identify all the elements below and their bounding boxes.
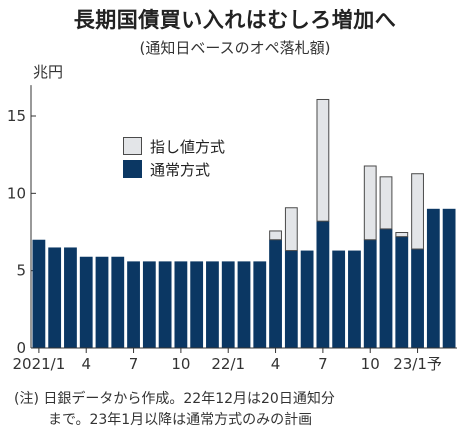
- bar-sashine: [379, 176, 393, 230]
- bar-regular: [142, 261, 156, 348]
- y-axis-label: 兆円: [33, 63, 63, 81]
- bar-regular: [316, 221, 330, 348]
- bar-regular: [32, 239, 46, 348]
- bar-regular: [174, 261, 188, 348]
- x-tick-label: 4: [271, 355, 281, 373]
- bar-regular: [426, 208, 440, 348]
- chart-subtitle: (通知日ベースのオペ落札額): [139, 39, 331, 57]
- bar-regular: [158, 261, 172, 348]
- legend-swatch-regular: [123, 160, 142, 178]
- bar-regular: [190, 261, 204, 348]
- bar-sashine: [284, 207, 298, 252]
- bar-regular: [395, 236, 409, 348]
- legend-swatch-sashine: [123, 137, 142, 155]
- bar-regular: [442, 208, 456, 348]
- x-tick-label: 7: [318, 355, 328, 373]
- bar-regular: [48, 247, 62, 348]
- y-axis: 兆円 0 5 10 15: [7, 63, 63, 357]
- x-tick-label: 23/1予: [393, 355, 442, 373]
- bar-sashine: [316, 98, 330, 222]
- bar-regular: [269, 239, 282, 348]
- bar-regular: [348, 250, 361, 348]
- bar-group: [32, 98, 456, 348]
- y-tick-label: 5: [16, 262, 26, 280]
- bar-regular: [363, 239, 377, 348]
- x-tick-label: 10: [361, 355, 380, 373]
- bar-regular: [64, 247, 77, 348]
- bar-regular: [206, 261, 219, 348]
- x-tick-label: 10: [171, 355, 190, 373]
- bar-sashine: [269, 230, 282, 241]
- bar-regular: [253, 261, 267, 348]
- y-tick-label: 10: [7, 184, 26, 202]
- x-tick-label: 2021/1: [12, 355, 65, 373]
- legend-label-sashine: 指し値方式: [150, 138, 225, 156]
- bar-regular: [79, 256, 93, 348]
- x-tick-label: 22/1: [211, 355, 245, 373]
- x-axis: 2021/1 4 7 10 22/1 4 7 10 23/1予: [12, 347, 457, 373]
- bar-regular: [284, 250, 298, 348]
- y-tick-label: 15: [7, 107, 26, 125]
- bar-regular: [221, 261, 235, 348]
- bar-regular: [95, 256, 109, 348]
- chart-title: 長期国債買い入れはむしろ増加へ: [73, 8, 397, 32]
- bar-sashine: [411, 173, 424, 250]
- bar-regular: [379, 228, 393, 348]
- bar-regular: [300, 250, 314, 348]
- y-tick-label: 0: [16, 339, 26, 357]
- bar-sashine: [363, 165, 377, 241]
- x-tick-label: 7: [129, 355, 139, 373]
- footnote-line-2: まで。23年1月以降は通常方式のみの計画: [48, 412, 313, 428]
- bar-regular: [411, 249, 424, 348]
- bar-sashine: [395, 232, 409, 238]
- bar-regular: [111, 256, 125, 348]
- bar-regular: [127, 261, 140, 348]
- x-tick-label: 4: [81, 355, 91, 373]
- footnote-line-1: (注) 日銀データから作成。22年12月は20日通知分: [14, 391, 335, 407]
- bar-regular: [332, 250, 346, 348]
- bar-regular: [237, 261, 251, 348]
- legend-label-regular: 通常方式: [150, 161, 210, 179]
